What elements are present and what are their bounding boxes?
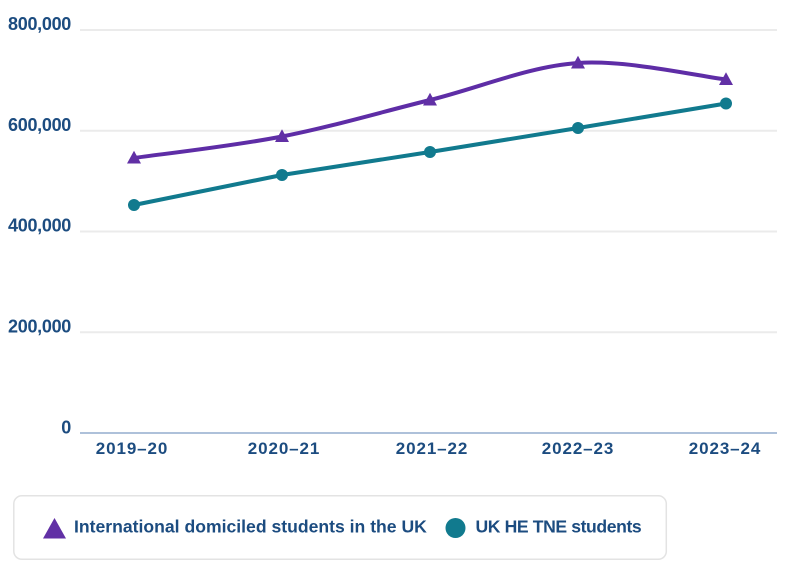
svg-text:2022–23: 2022–23 (542, 439, 614, 458)
svg-text:UK HE TNE students: UK HE TNE students (476, 517, 642, 537)
svg-text:0: 0 (61, 418, 71, 438)
svg-text:2023–24: 2023–24 (689, 439, 761, 458)
svg-text:200,000: 200,000 (8, 316, 71, 336)
svg-text:2021–22: 2021–22 (396, 439, 468, 458)
svg-text:600,000: 600,000 (8, 115, 71, 135)
svg-text:400,000: 400,000 (8, 216, 71, 236)
svg-text:International domiciled studen: International domiciled students in the … (74, 517, 427, 537)
svg-text:2019–20: 2019–20 (96, 439, 168, 458)
svg-text:800,000: 800,000 (8, 14, 71, 34)
svg-text:2020–21: 2020–21 (248, 439, 320, 458)
